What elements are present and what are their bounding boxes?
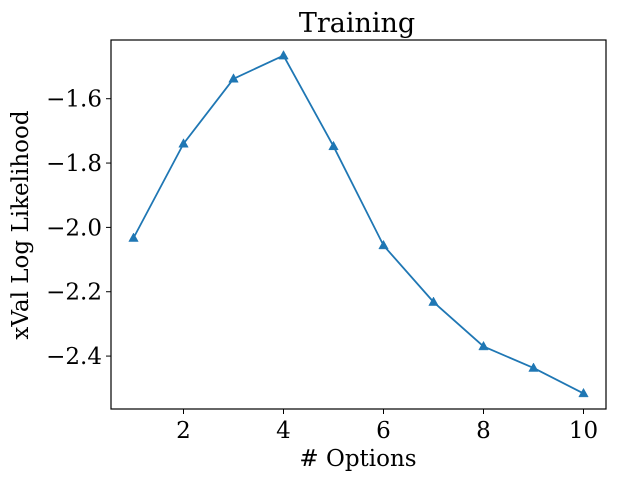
plot-area: 2 4 6 8 10 −2.4 −2.2 −2.0 −1.8 −1.6 <box>46 39 607 444</box>
x-tick-label: 2 <box>176 418 191 444</box>
y-tick-label: −1.8 <box>46 151 102 177</box>
x-axis-ticks: 2 4 6 8 10 <box>176 409 598 444</box>
data-point-marker <box>128 232 139 242</box>
x-tick-label: 4 <box>276 418 291 444</box>
data-point-marker <box>178 138 189 148</box>
x-tick-label: 8 <box>476 418 491 444</box>
data-point-marker <box>528 362 539 372</box>
data-point-marker <box>578 387 589 398</box>
y-axis-ticks: −2.4 −2.2 −2.0 −1.8 −1.6 <box>46 87 111 370</box>
axes-frame <box>110 39 607 410</box>
x-axis-label: # Options <box>299 446 416 472</box>
data-point-marker <box>378 239 389 250</box>
data-point-marker <box>278 50 289 60</box>
x-tick-label: 10 <box>569 418 598 444</box>
x-tick-label: 6 <box>376 418 391 444</box>
y-tick-label: −2.0 <box>46 215 102 241</box>
y-tick-label: −1.6 <box>46 87 102 113</box>
y-axis-label: xVal Log Likelihood <box>8 110 34 339</box>
y-tick-label: −2.4 <box>46 344 102 370</box>
data-point-marker <box>428 296 439 306</box>
chart-title: Training <box>299 8 415 39</box>
data-point-marker <box>228 73 239 83</box>
data-point-marker <box>328 140 339 151</box>
data-point-marker <box>478 340 489 351</box>
series-line <box>132 54 584 395</box>
y-tick-label: −2.2 <box>46 280 102 306</box>
series-group <box>128 50 589 398</box>
